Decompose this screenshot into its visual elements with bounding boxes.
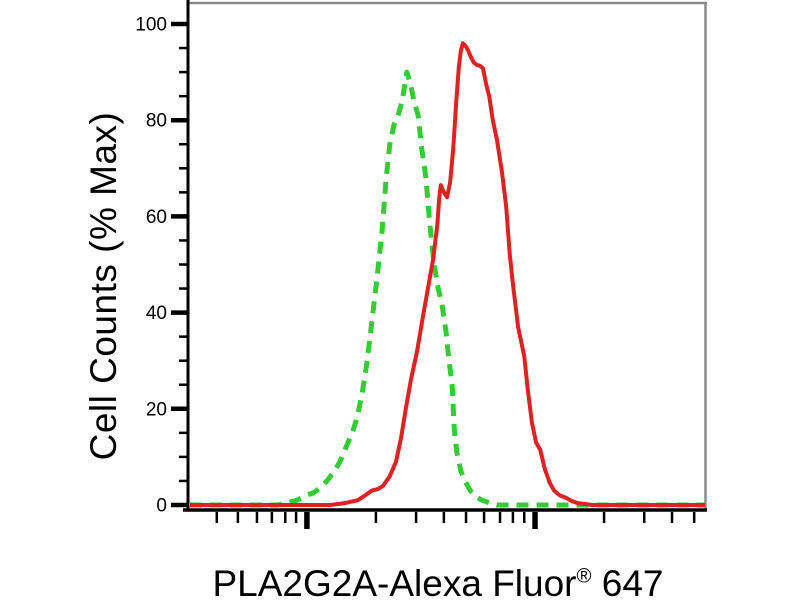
x-axis-title: PLA2G2A-Alexa Fluor® 647 (212, 563, 663, 600)
red-solid-histogram (190, 41, 705, 507)
y-tick-label: 0 (156, 496, 167, 517)
green-dashed-histogram (190, 69, 705, 508)
registered-trademark-symbol: ® (576, 565, 592, 588)
x-axis-title-text: PLA2G2A-Alexa Fluor (212, 563, 577, 600)
y-tick-label: 100 (135, 15, 167, 36)
y-axis-title-text: Cell Counts (% Max) (83, 111, 124, 461)
y-axis-title: Cell Counts (% Max) (83, 112, 125, 461)
y-tick-label: 60 (146, 207, 167, 228)
x-axis-title-number: 647 (591, 563, 664, 600)
y-tick-label: 40 (146, 303, 167, 324)
y-tick-label: 80 (146, 111, 167, 132)
y-tick-label: 20 (146, 399, 167, 420)
